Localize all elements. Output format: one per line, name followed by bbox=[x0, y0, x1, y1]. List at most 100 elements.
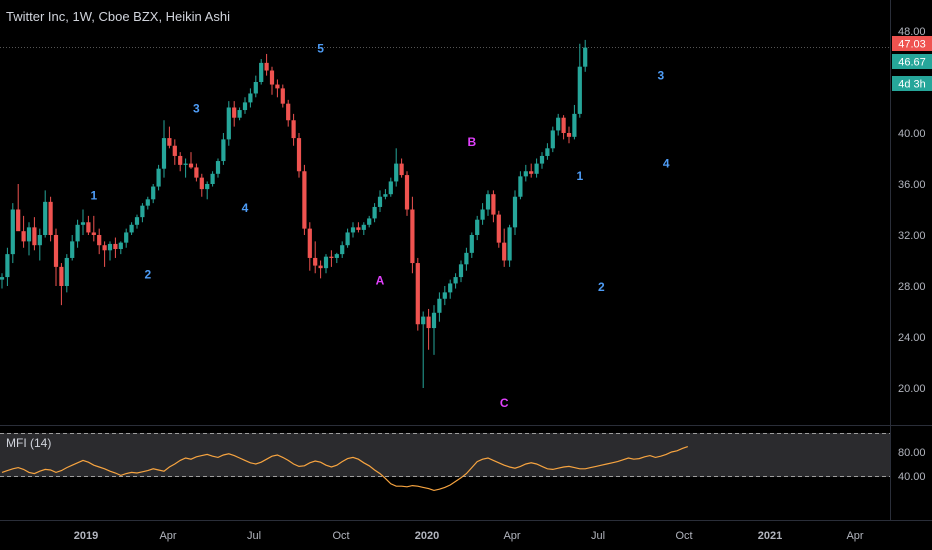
price-tick-label: 28.00 bbox=[898, 281, 926, 293]
candle bbox=[75, 219, 80, 248]
candle bbox=[491, 190, 496, 223]
candle bbox=[367, 215, 372, 228]
candle bbox=[53, 228, 59, 286]
candle bbox=[37, 228, 42, 261]
candle bbox=[286, 99, 291, 127]
candle bbox=[534, 158, 539, 178]
wave-label: 4 bbox=[242, 201, 249, 215]
candle bbox=[512, 190, 518, 235]
candle bbox=[113, 237, 118, 258]
price-pane[interactable] bbox=[0, 39, 588, 388]
candle bbox=[545, 143, 550, 160]
candle bbox=[253, 75, 258, 98]
candle bbox=[523, 164, 528, 182]
wave-label: 5 bbox=[317, 42, 324, 56]
candle bbox=[448, 279, 453, 299]
candle bbox=[485, 190, 491, 216]
countdown-text: 4d 3h bbox=[898, 79, 926, 91]
candle bbox=[291, 113, 296, 146]
candle bbox=[59, 263, 64, 306]
candle bbox=[232, 101, 237, 127]
mfi-tick-label: 80.00 bbox=[898, 447, 926, 459]
candle bbox=[318, 260, 323, 279]
candle bbox=[394, 148, 399, 187]
last-price-text: 47.03 bbox=[898, 39, 926, 51]
candle bbox=[188, 152, 194, 169]
candle bbox=[151, 184, 156, 204]
candle bbox=[323, 254, 329, 274]
mfi-band-fill bbox=[0, 433, 890, 477]
candle bbox=[97, 228, 102, 255]
time-tick-label: 2021 bbox=[758, 530, 782, 542]
candle bbox=[572, 104, 577, 140]
candle bbox=[502, 228, 507, 267]
candle bbox=[259, 59, 264, 85]
candle bbox=[496, 210, 501, 248]
candle bbox=[464, 247, 469, 271]
candle bbox=[134, 214, 140, 229]
wave-label: 2 bbox=[598, 280, 605, 294]
candle bbox=[21, 215, 26, 248]
time-tick-label: Apr bbox=[503, 530, 520, 542]
wave-label: 1 bbox=[576, 169, 583, 183]
wave-label: 3 bbox=[193, 102, 200, 116]
wave-label: A bbox=[376, 274, 385, 288]
candle bbox=[32, 217, 37, 251]
time-tick-label: Oct bbox=[675, 530, 692, 542]
wave-label: C bbox=[500, 396, 509, 410]
candle bbox=[431, 305, 437, 355]
candle bbox=[48, 196, 53, 242]
mfi-tick-label: 40.00 bbox=[898, 471, 926, 483]
candle bbox=[167, 126, 172, 149]
candle bbox=[296, 133, 302, 178]
candle bbox=[145, 196, 150, 210]
time-tick-label: Jul bbox=[247, 530, 261, 542]
candle bbox=[556, 113, 561, 136]
candle bbox=[275, 79, 280, 98]
candle bbox=[70, 235, 75, 261]
candle bbox=[210, 171, 215, 187]
candle bbox=[140, 203, 145, 223]
candle bbox=[264, 53, 269, 76]
last-price-badge: 47.03 bbox=[892, 36, 932, 51]
candle bbox=[248, 88, 253, 108]
candle bbox=[26, 222, 32, 256]
candle bbox=[215, 158, 221, 178]
candle bbox=[118, 241, 123, 255]
price-tick-label: 20.00 bbox=[898, 383, 926, 395]
candle bbox=[415, 257, 420, 331]
candle bbox=[221, 133, 226, 165]
candle bbox=[172, 139, 177, 165]
mfi-indicator-label[interactable]: MFI (14) bbox=[6, 436, 52, 450]
wave-label: B bbox=[467, 135, 476, 149]
candle bbox=[356, 222, 361, 233]
candle bbox=[178, 152, 183, 172]
mfi-axis[interactable]: 80.00 40.00 bbox=[898, 447, 926, 483]
time-tick-label: Oct bbox=[332, 530, 349, 542]
candle bbox=[329, 250, 334, 267]
candle bbox=[529, 163, 534, 178]
candle bbox=[269, 66, 275, 95]
candle bbox=[307, 222, 312, 271]
candle bbox=[469, 232, 474, 258]
candle bbox=[86, 215, 91, 235]
price-tick-label: 40.00 bbox=[898, 128, 926, 140]
candle bbox=[124, 228, 129, 248]
candle bbox=[156, 164, 161, 191]
time-tick-label: 2019 bbox=[74, 530, 98, 542]
candle bbox=[280, 84, 285, 108]
wave-label: 1 bbox=[90, 188, 97, 202]
time-axis[interactable]: 2019 Apr Jul Oct 2020 Apr Jul Oct 2021 Apr bbox=[74, 530, 864, 542]
candle bbox=[199, 173, 204, 197]
candle bbox=[383, 189, 388, 200]
candle bbox=[129, 222, 134, 235]
candle bbox=[102, 241, 107, 267]
candle bbox=[313, 241, 318, 274]
candle bbox=[10, 203, 15, 264]
candle bbox=[183, 158, 188, 178]
candle bbox=[577, 43, 582, 118]
wave-label: 3 bbox=[657, 68, 664, 82]
candle bbox=[410, 196, 415, 274]
candle bbox=[377, 190, 383, 213]
candle bbox=[404, 171, 410, 216]
